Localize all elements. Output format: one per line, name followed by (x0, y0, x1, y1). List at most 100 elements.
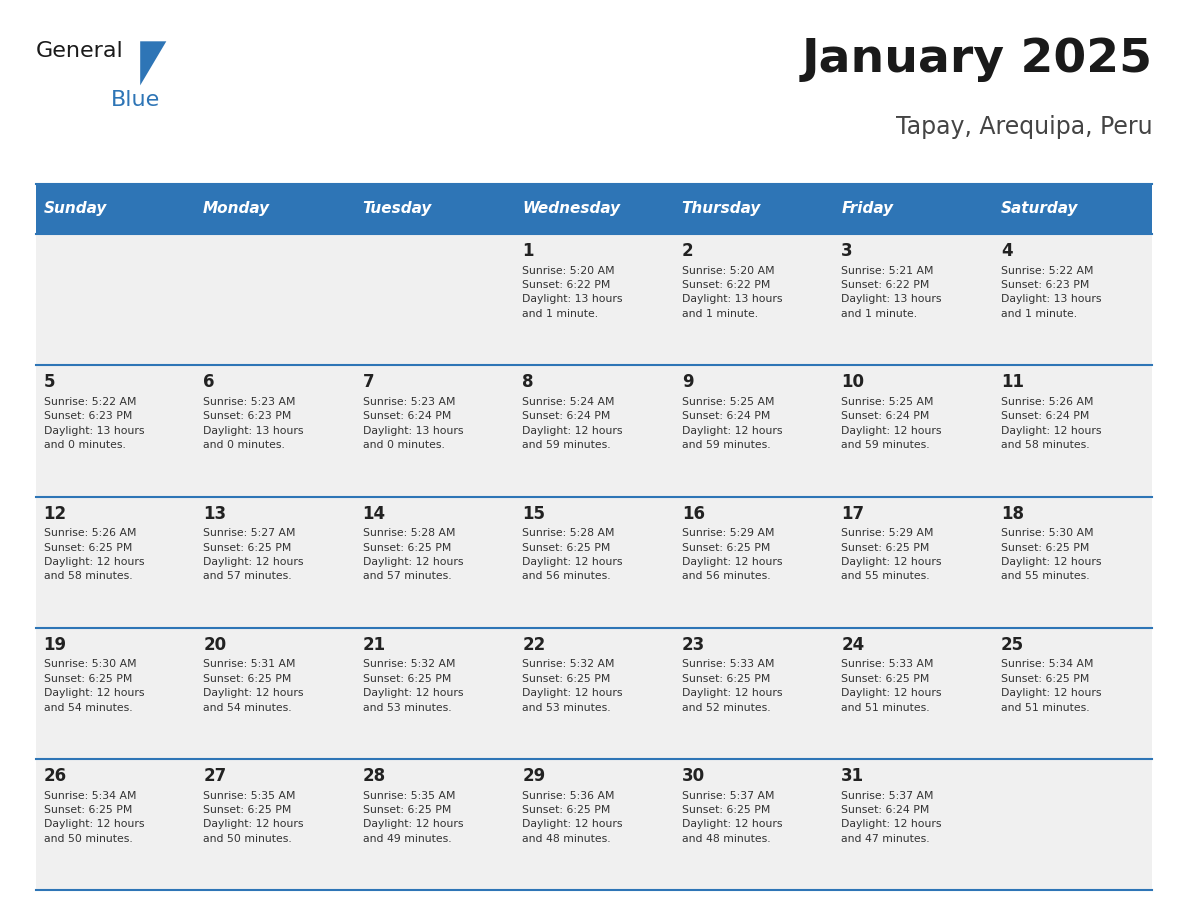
Text: Sunrise: 5:32 AM
Sunset: 6:25 PM
Daylight: 12 hours
and 53 minutes.: Sunrise: 5:32 AM Sunset: 6:25 PM Dayligh… (523, 659, 623, 712)
Text: Tuesday: Tuesday (362, 201, 432, 217)
Text: Sunrise: 5:21 AM
Sunset: 6:22 PM
Daylight: 13 hours
and 1 minute.: Sunrise: 5:21 AM Sunset: 6:22 PM Dayligh… (841, 265, 942, 319)
Bar (833, 184, 993, 234)
Bar (674, 759, 833, 890)
Text: Sunrise: 5:26 AM
Sunset: 6:25 PM
Daylight: 12 hours
and 58 minutes.: Sunrise: 5:26 AM Sunset: 6:25 PM Dayligh… (44, 528, 144, 581)
Bar (36, 628, 195, 759)
Text: 16: 16 (682, 505, 704, 522)
Text: Sunrise: 5:27 AM
Sunset: 6:25 PM
Daylight: 12 hours
and 57 minutes.: Sunrise: 5:27 AM Sunset: 6:25 PM Dayligh… (203, 528, 304, 581)
Text: 9: 9 (682, 374, 694, 391)
Bar (993, 497, 1152, 628)
Text: 23: 23 (682, 636, 704, 654)
Polygon shape (140, 41, 166, 85)
Bar (514, 184, 674, 234)
Bar (514, 628, 674, 759)
Bar (674, 365, 833, 497)
Text: Saturday: Saturday (1000, 201, 1079, 217)
Text: 6: 6 (203, 374, 215, 391)
Bar (674, 234, 833, 365)
Text: 19: 19 (44, 636, 67, 654)
Bar (195, 184, 355, 234)
Bar (195, 628, 355, 759)
Bar (36, 184, 195, 234)
Bar (993, 365, 1152, 497)
Text: 11: 11 (1000, 374, 1024, 391)
Text: Sunrise: 5:33 AM
Sunset: 6:25 PM
Daylight: 12 hours
and 52 minutes.: Sunrise: 5:33 AM Sunset: 6:25 PM Dayligh… (682, 659, 782, 712)
Text: Sunrise: 5:28 AM
Sunset: 6:25 PM
Daylight: 12 hours
and 56 minutes.: Sunrise: 5:28 AM Sunset: 6:25 PM Dayligh… (523, 528, 623, 581)
Text: Sunrise: 5:32 AM
Sunset: 6:25 PM
Daylight: 12 hours
and 53 minutes.: Sunrise: 5:32 AM Sunset: 6:25 PM Dayligh… (362, 659, 463, 712)
Text: 26: 26 (44, 767, 67, 785)
Bar (355, 497, 514, 628)
Bar (355, 184, 514, 234)
Bar (833, 759, 993, 890)
Bar (833, 628, 993, 759)
Text: 13: 13 (203, 505, 226, 522)
Bar (833, 497, 993, 628)
Text: 20: 20 (203, 636, 226, 654)
Text: 30: 30 (682, 767, 704, 785)
Bar (514, 497, 674, 628)
Bar (674, 497, 833, 628)
Text: 4: 4 (1000, 242, 1012, 260)
Bar (993, 759, 1152, 890)
Bar (355, 759, 514, 890)
Bar (993, 184, 1152, 234)
Text: Sunrise: 5:22 AM
Sunset: 6:23 PM
Daylight: 13 hours
and 1 minute.: Sunrise: 5:22 AM Sunset: 6:23 PM Dayligh… (1000, 265, 1101, 319)
Bar (36, 365, 195, 497)
Bar (355, 628, 514, 759)
Text: Sunrise: 5:30 AM
Sunset: 6:25 PM
Daylight: 12 hours
and 55 minutes.: Sunrise: 5:30 AM Sunset: 6:25 PM Dayligh… (1000, 528, 1101, 581)
Text: Sunrise: 5:20 AM
Sunset: 6:22 PM
Daylight: 13 hours
and 1 minute.: Sunrise: 5:20 AM Sunset: 6:22 PM Dayligh… (523, 265, 623, 319)
Text: Sunrise: 5:25 AM
Sunset: 6:24 PM
Daylight: 12 hours
and 59 minutes.: Sunrise: 5:25 AM Sunset: 6:24 PM Dayligh… (682, 397, 782, 450)
Text: 14: 14 (362, 505, 386, 522)
Bar (674, 184, 833, 234)
Text: 21: 21 (362, 636, 386, 654)
Text: 17: 17 (841, 505, 865, 522)
Text: 22: 22 (523, 636, 545, 654)
Text: Sunrise: 5:35 AM
Sunset: 6:25 PM
Daylight: 12 hours
and 49 minutes.: Sunrise: 5:35 AM Sunset: 6:25 PM Dayligh… (362, 790, 463, 844)
Text: Sunrise: 5:22 AM
Sunset: 6:23 PM
Daylight: 13 hours
and 0 minutes.: Sunrise: 5:22 AM Sunset: 6:23 PM Dayligh… (44, 397, 144, 450)
Text: Friday: Friday (841, 201, 893, 217)
Bar (514, 365, 674, 497)
Text: Sunrise: 5:30 AM
Sunset: 6:25 PM
Daylight: 12 hours
and 54 minutes.: Sunrise: 5:30 AM Sunset: 6:25 PM Dayligh… (44, 659, 144, 712)
Text: 27: 27 (203, 767, 227, 785)
Text: January 2025: January 2025 (802, 37, 1152, 82)
Text: 10: 10 (841, 374, 865, 391)
Text: Tapay, Arequipa, Peru: Tapay, Arequipa, Peru (896, 115, 1152, 139)
Text: Sunday: Sunday (44, 201, 107, 217)
Bar (355, 234, 514, 365)
Bar (195, 497, 355, 628)
Text: Monday: Monday (203, 201, 271, 217)
Text: Sunrise: 5:35 AM
Sunset: 6:25 PM
Daylight: 12 hours
and 50 minutes.: Sunrise: 5:35 AM Sunset: 6:25 PM Dayligh… (203, 790, 304, 844)
Bar (36, 497, 195, 628)
Text: Sunrise: 5:37 AM
Sunset: 6:25 PM
Daylight: 12 hours
and 48 minutes.: Sunrise: 5:37 AM Sunset: 6:25 PM Dayligh… (682, 790, 782, 844)
Text: Sunrise: 5:24 AM
Sunset: 6:24 PM
Daylight: 12 hours
and 59 minutes.: Sunrise: 5:24 AM Sunset: 6:24 PM Dayligh… (523, 397, 623, 450)
Text: Sunrise: 5:31 AM
Sunset: 6:25 PM
Daylight: 12 hours
and 54 minutes.: Sunrise: 5:31 AM Sunset: 6:25 PM Dayligh… (203, 659, 304, 712)
Text: 2: 2 (682, 242, 694, 260)
Text: 5: 5 (44, 374, 55, 391)
Text: Sunrise: 5:37 AM
Sunset: 6:24 PM
Daylight: 12 hours
and 47 minutes.: Sunrise: 5:37 AM Sunset: 6:24 PM Dayligh… (841, 790, 942, 844)
Bar (514, 759, 674, 890)
Bar (993, 628, 1152, 759)
Text: Sunrise: 5:23 AM
Sunset: 6:23 PM
Daylight: 13 hours
and 0 minutes.: Sunrise: 5:23 AM Sunset: 6:23 PM Dayligh… (203, 397, 304, 450)
Text: 12: 12 (44, 505, 67, 522)
Bar (195, 759, 355, 890)
Text: Sunrise: 5:28 AM
Sunset: 6:25 PM
Daylight: 12 hours
and 57 minutes.: Sunrise: 5:28 AM Sunset: 6:25 PM Dayligh… (362, 528, 463, 581)
Text: 28: 28 (362, 767, 386, 785)
Text: 3: 3 (841, 242, 853, 260)
Text: Sunrise: 5:33 AM
Sunset: 6:25 PM
Daylight: 12 hours
and 51 minutes.: Sunrise: 5:33 AM Sunset: 6:25 PM Dayligh… (841, 659, 942, 712)
Bar (833, 365, 993, 497)
Text: 18: 18 (1000, 505, 1024, 522)
Text: 25: 25 (1000, 636, 1024, 654)
Text: 1: 1 (523, 242, 533, 260)
Text: 7: 7 (362, 374, 374, 391)
Bar (36, 234, 195, 365)
Bar (674, 628, 833, 759)
Text: 24: 24 (841, 636, 865, 654)
Text: Thursday: Thursday (682, 201, 762, 217)
Text: 29: 29 (523, 767, 545, 785)
Text: Wednesday: Wednesday (523, 201, 620, 217)
Text: Sunrise: 5:23 AM
Sunset: 6:24 PM
Daylight: 13 hours
and 0 minutes.: Sunrise: 5:23 AM Sunset: 6:24 PM Dayligh… (362, 397, 463, 450)
Text: 8: 8 (523, 374, 533, 391)
Bar (195, 365, 355, 497)
Bar (355, 365, 514, 497)
Bar (514, 234, 674, 365)
